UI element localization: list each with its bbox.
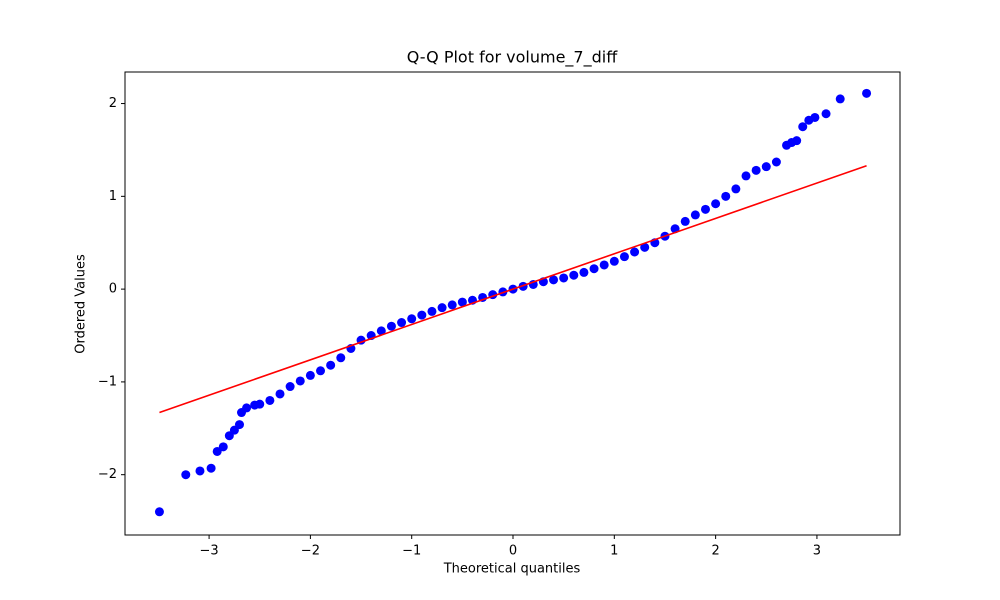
x-tick-label: 1 (610, 544, 618, 559)
data-point (457, 297, 467, 307)
y-tick-label: 2 (109, 96, 117, 111)
data-point (609, 256, 619, 266)
data-point (690, 210, 700, 220)
data-point (255, 399, 265, 409)
data-point (559, 273, 569, 283)
x-tick-label: 2 (711, 544, 719, 559)
data-point (417, 310, 427, 320)
plot-frame (124, 71, 901, 536)
data-point (154, 507, 164, 517)
data-point (316, 366, 326, 376)
data-point (721, 191, 731, 201)
y-tick-label: −1 (98, 374, 117, 389)
data-point (579, 267, 589, 277)
data-point (234, 420, 244, 430)
x-tick-label: 3 (813, 544, 821, 559)
data-point (212, 446, 222, 456)
data-point (700, 204, 710, 214)
data-point (242, 403, 252, 413)
data-point (181, 470, 191, 480)
data-point (569, 270, 579, 280)
data-point (810, 112, 820, 122)
data-point (589, 264, 599, 274)
data-point (397, 318, 407, 328)
data-point (821, 109, 831, 119)
chart-title: Q-Q Plot for volume_7_diff (407, 48, 618, 68)
data-point (619, 252, 629, 262)
data-point (741, 171, 751, 181)
x-tick-label: −1 (402, 544, 421, 559)
data-point (206, 463, 216, 473)
y-tick-label: 0 (109, 282, 117, 297)
data-point (630, 247, 640, 257)
data-point (265, 395, 275, 405)
data-point (427, 306, 437, 316)
y-axis-label: Ordered Values (74, 254, 89, 354)
fit-line (159, 164, 867, 414)
x-axis-label: Theoretical quantiles (443, 562, 581, 577)
data-point (711, 199, 721, 209)
x-tick-label: 0 (509, 544, 517, 559)
x-tick-label: −2 (301, 544, 320, 559)
data-point (336, 353, 346, 363)
data-point (731, 184, 741, 194)
data-point (751, 165, 761, 175)
data-point (437, 303, 447, 313)
data-point (386, 321, 396, 331)
data-point (376, 326, 386, 336)
data-point (195, 466, 205, 476)
data-point (835, 94, 845, 104)
data-point (792, 136, 802, 146)
data-point (599, 260, 609, 270)
y-tick-label: 1 (109, 189, 117, 204)
data-point (295, 376, 305, 386)
data-point (447, 300, 457, 310)
data-point (275, 389, 285, 399)
y-tick-label: −2 (98, 467, 117, 482)
data-point (326, 360, 336, 370)
data-point (285, 382, 295, 392)
data-point (407, 314, 417, 324)
data-point (771, 157, 781, 167)
data-point (761, 162, 771, 172)
data-point (218, 442, 228, 452)
data-point (680, 216, 690, 226)
data-point (862, 88, 872, 98)
data-point (549, 275, 559, 285)
x-tick-label: −3 (199, 544, 218, 559)
data-point (640, 242, 650, 252)
data-point (305, 370, 315, 380)
data-point (798, 122, 808, 132)
